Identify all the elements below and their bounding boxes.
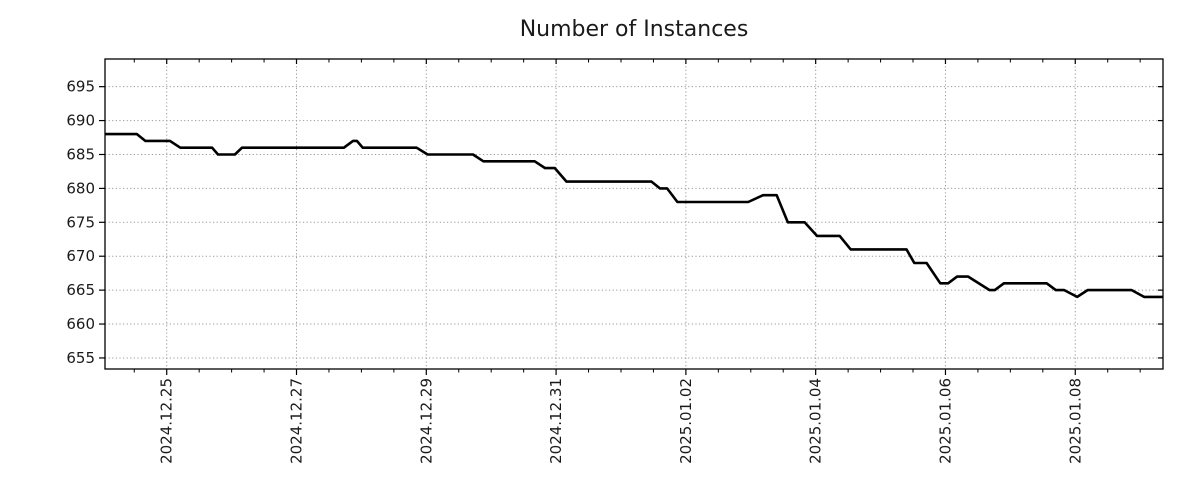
y-tick-label: 655 — [66, 349, 95, 367]
y-tick-label: 660 — [66, 315, 95, 333]
x-tick-label: 2024.12.29 — [417, 378, 435, 464]
y-tick-label: 690 — [66, 112, 95, 130]
y-tick-label: 675 — [66, 213, 95, 231]
y-tick-label: 695 — [66, 78, 95, 96]
x-tick-label: 2025.01.06 — [936, 378, 954, 464]
x-tick-label: 2024.12.31 — [547, 378, 565, 464]
x-tick-label: 2024.12.25 — [158, 378, 176, 464]
chart-title: Number of Instances — [519, 17, 749, 42]
x-tick-label: 2025.01.08 — [1066, 378, 1084, 464]
y-tick-label: 680 — [66, 179, 95, 197]
y-tick-label: 665 — [66, 281, 95, 299]
x-tick-label: 2024.12.27 — [288, 378, 306, 464]
x-tick-label: 2025.01.02 — [677, 378, 695, 464]
series-line — [105, 132, 1163, 299]
x-tick-label: 2025.01.04 — [807, 378, 825, 464]
plot-border — [104, 58, 1164, 370]
y-tick-label: 685 — [66, 145, 95, 163]
y-tick-label: 670 — [66, 247, 95, 265]
